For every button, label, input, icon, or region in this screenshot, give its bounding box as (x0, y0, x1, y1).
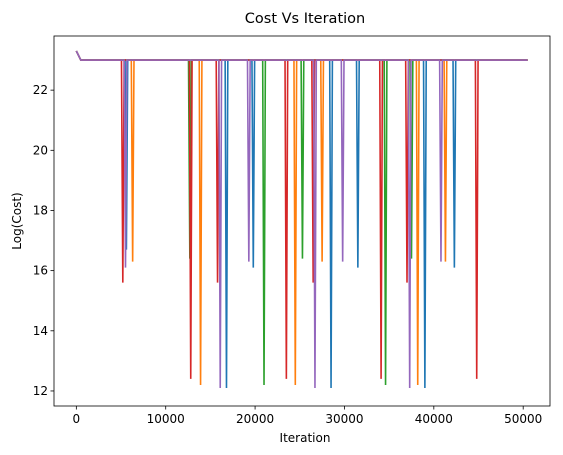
y-tick-label: 18 (33, 203, 48, 217)
x-tick-label: 20000 (236, 412, 274, 426)
x-axis-ticks: 0 10000 20000 30000 40000 50000 (73, 406, 542, 426)
x-axis-label: Iteration (280, 431, 331, 445)
y-axis-label: Log(Cost) (10, 192, 24, 249)
x-tick-label: 40000 (415, 412, 453, 426)
y-tick-label: 22 (33, 83, 48, 97)
axes-frame (53, 35, 551, 407)
y-tick-label: 16 (33, 264, 48, 278)
x-tick-label: 30000 (325, 412, 363, 426)
x-tick-label: 50000 (504, 412, 542, 426)
y-tick-label: 12 (33, 384, 48, 398)
y-axis-ticks: 12 14 16 18 20 22 (33, 83, 54, 398)
y-tick-label: 20 (33, 143, 48, 157)
plot-lines (75, 50, 528, 388)
chart-title: Cost Vs Iteration (245, 11, 365, 27)
series-line-3 (75, 50, 528, 385)
y-tick-label: 14 (33, 324, 48, 338)
series-line-5 (75, 50, 528, 388)
x-tick-label: 0 (73, 412, 81, 426)
x-tick-label: 10000 (147, 412, 185, 426)
